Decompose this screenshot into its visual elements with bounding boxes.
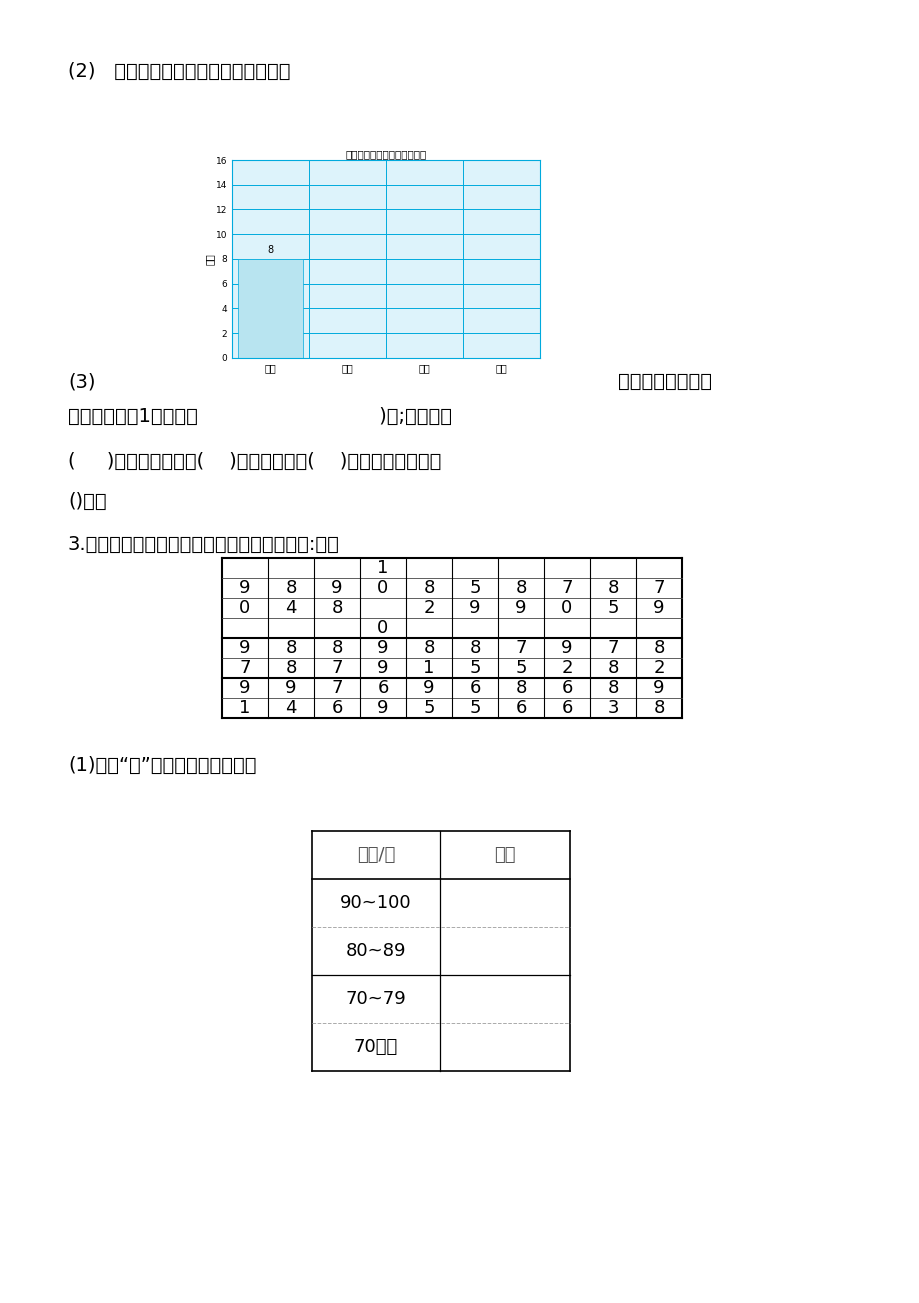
Text: 9: 9 bbox=[377, 698, 389, 717]
Text: 8: 8 bbox=[515, 579, 526, 597]
Text: 分数/分: 分数/分 bbox=[357, 846, 395, 864]
Bar bbox=[237, 259, 303, 358]
Text: 8: 8 bbox=[331, 638, 342, 657]
Text: 8: 8 bbox=[515, 679, 526, 697]
Text: (     )的人数最多，有(    )人；最喜欢喂(    )的人数最少，只有: ( )的人数最多，有( )人；最喜欢喂( )的人数最少，只有 bbox=[68, 452, 441, 470]
Text: 1: 1 bbox=[423, 659, 434, 678]
Text: 70以下: 70以下 bbox=[354, 1038, 398, 1055]
Text: 人数: 人数 bbox=[494, 846, 516, 864]
Text: 8: 8 bbox=[607, 579, 618, 597]
Text: 9: 9 bbox=[469, 599, 481, 618]
Text: 8: 8 bbox=[285, 579, 296, 597]
Text: 7: 7 bbox=[515, 638, 527, 657]
Text: 1: 1 bbox=[377, 559, 388, 577]
Text: 8: 8 bbox=[267, 245, 273, 255]
Text: 9: 9 bbox=[652, 599, 664, 618]
Text: 8: 8 bbox=[652, 698, 664, 717]
Text: 5: 5 bbox=[469, 579, 481, 597]
Y-axis label: 人数: 人数 bbox=[204, 253, 214, 265]
Text: 9: 9 bbox=[377, 659, 389, 678]
Text: 8: 8 bbox=[469, 638, 480, 657]
Text: 4: 4 bbox=[285, 599, 297, 618]
Text: 9: 9 bbox=[377, 638, 389, 657]
Text: 90~100: 90~100 bbox=[340, 894, 412, 912]
Text: (3): (3) bbox=[68, 371, 96, 391]
Text: 2: 2 bbox=[561, 659, 573, 678]
Text: 8: 8 bbox=[652, 638, 664, 657]
Text: 9: 9 bbox=[285, 679, 297, 697]
Text: 9: 9 bbox=[331, 579, 343, 597]
Text: 6: 6 bbox=[469, 679, 480, 697]
Text: 9: 9 bbox=[652, 679, 664, 697]
Text: 7: 7 bbox=[239, 659, 251, 678]
Text: 1: 1 bbox=[239, 698, 250, 717]
Text: 70~79: 70~79 bbox=[346, 990, 406, 1009]
Text: 6: 6 bbox=[561, 698, 572, 717]
Text: 9: 9 bbox=[561, 638, 573, 657]
Text: 8: 8 bbox=[331, 599, 342, 618]
Text: 0: 0 bbox=[561, 599, 572, 618]
Text: 8: 8 bbox=[423, 638, 434, 657]
Text: 7: 7 bbox=[331, 679, 343, 697]
Text: 3: 3 bbox=[607, 698, 618, 717]
Text: 80~89: 80~89 bbox=[346, 942, 406, 960]
Text: 8: 8 bbox=[607, 679, 618, 697]
Text: 7: 7 bbox=[607, 638, 618, 657]
Text: 5: 5 bbox=[607, 599, 618, 618]
Text: 7: 7 bbox=[652, 579, 664, 597]
Text: 5: 5 bbox=[469, 659, 481, 678]
Text: 0: 0 bbox=[377, 579, 388, 597]
Text: 析：统计图每1格表示（                             )人;最喜欢喂: 析：统计图每1格表示（ )人;最喜欢喂 bbox=[68, 407, 451, 426]
Text: 6: 6 bbox=[377, 679, 388, 697]
Text: 6: 6 bbox=[515, 698, 526, 717]
Text: 7: 7 bbox=[331, 659, 343, 678]
Text: 4: 4 bbox=[285, 698, 297, 717]
Text: 5: 5 bbox=[515, 659, 527, 678]
Text: 8: 8 bbox=[423, 579, 434, 597]
Text: 8: 8 bbox=[285, 638, 296, 657]
Text: 6: 6 bbox=[561, 679, 572, 697]
Text: 根据统计图进行分: 根据统计图进行分 bbox=[618, 371, 711, 391]
Text: ()人。: ()人。 bbox=[68, 493, 107, 511]
Text: 5: 5 bbox=[423, 698, 435, 717]
Text: 2: 2 bbox=[423, 599, 435, 618]
Title: 某班同学最喜欢的饮料统计图: 某班同学最喜欢的饮料统计图 bbox=[345, 150, 426, 159]
Text: 0: 0 bbox=[239, 599, 250, 618]
Text: 9: 9 bbox=[515, 599, 527, 618]
Text: 6: 6 bbox=[331, 698, 342, 717]
Text: 9: 9 bbox=[239, 579, 251, 597]
Text: 0: 0 bbox=[377, 619, 388, 637]
Text: (1)用画“正”字的方法整理数据。: (1)用画“正”字的方法整理数据。 bbox=[68, 756, 256, 775]
Text: 8: 8 bbox=[607, 659, 618, 678]
Text: 8: 8 bbox=[285, 659, 296, 678]
Text: 2: 2 bbox=[652, 659, 664, 678]
Text: 7: 7 bbox=[561, 579, 573, 597]
Text: 3.下面是四年级二班学生作业成绩单。（单位:分）: 3.下面是四年级二班学生作业成绩单。（单位:分） bbox=[68, 536, 339, 554]
Text: (2)   请根据调查记录完成下面的统计图: (2) 请根据调查记录完成下面的统计图 bbox=[68, 63, 290, 81]
Text: 5: 5 bbox=[469, 698, 481, 717]
Text: 9: 9 bbox=[239, 679, 251, 697]
Text: 9: 9 bbox=[239, 638, 251, 657]
Text: 9: 9 bbox=[423, 679, 435, 697]
